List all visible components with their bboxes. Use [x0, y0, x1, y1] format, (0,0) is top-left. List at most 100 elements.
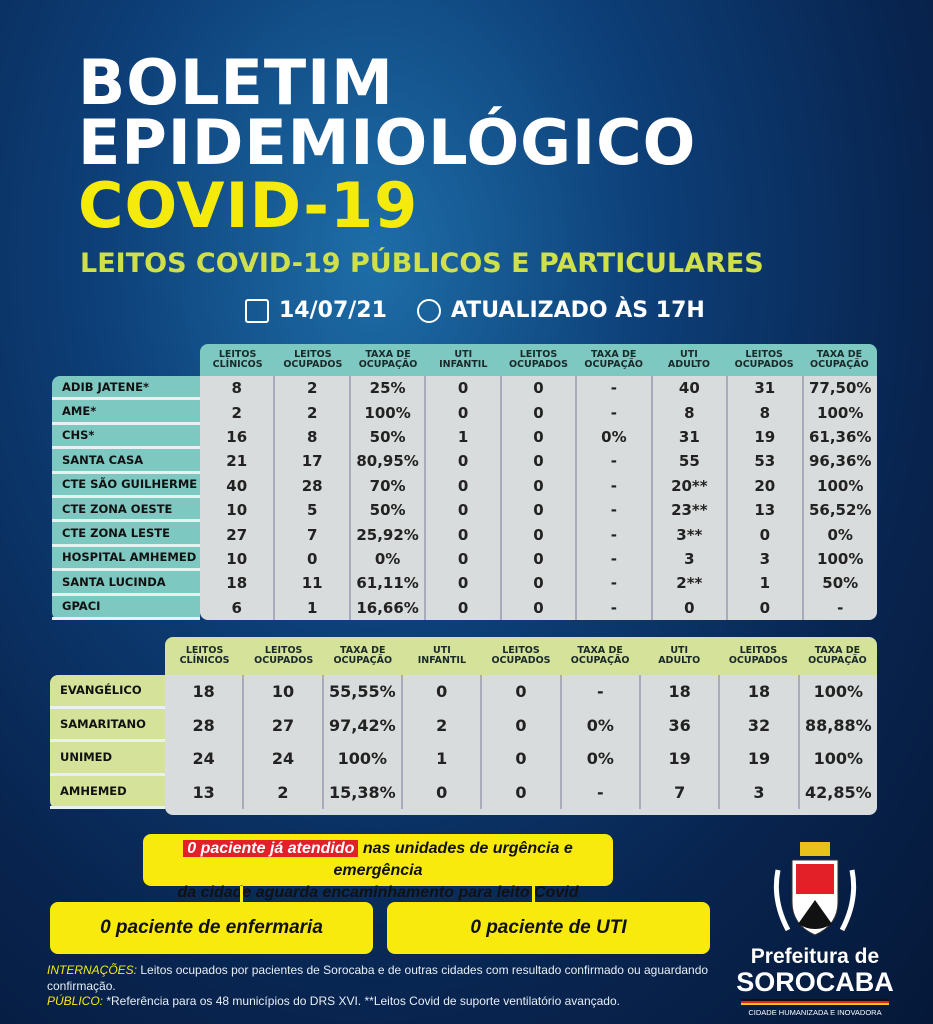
- table-cell: -: [837, 598, 844, 617]
- table-cell: 100%: [324, 742, 403, 776]
- table-cell: 0: [426, 473, 502, 498]
- table-cell: 0: [502, 522, 578, 547]
- table-cell: 18: [165, 675, 245, 709]
- column-header: LEITOS OCUPADOS: [734, 349, 794, 370]
- table-cell: 8: [653, 400, 729, 425]
- row-label: AME*: [52, 400, 200, 425]
- column-header: UTI INFANTIL: [417, 645, 467, 666]
- table-cell: -: [562, 675, 641, 709]
- column-header: TAXA DE OCUPAÇÃO: [808, 645, 867, 666]
- sorocaba-logo: Prefeitura de SOROCABA CIDADE HUMANIZADA…: [735, 840, 895, 1017]
- table-cell: 2: [244, 775, 324, 809]
- table-cell: 2: [403, 708, 483, 742]
- public-table-labels: ADIB JATENE* AME* CHS* SANTA CASA CTE SÃO GU…: [52, 376, 200, 620]
- ward-patients-box: 0 paciente de enfermaria: [50, 902, 373, 954]
- table-cell: 2: [275, 400, 351, 425]
- table-cell: 0: [482, 675, 562, 709]
- table-cell: 15,38%: [324, 775, 403, 809]
- row-label: ADIB JATENE*: [52, 376, 200, 401]
- table-cell: 11: [275, 571, 351, 596]
- table-cell: 0: [426, 376, 502, 401]
- table-cell: 19: [641, 742, 721, 776]
- table-cell: 0: [482, 742, 562, 776]
- row-label: SANTA LUCINDA: [52, 571, 200, 596]
- table-row: 6 1 16,66% 0 0-0 0-: [200, 595, 877, 620]
- table-cell: 21: [200, 449, 276, 474]
- table-cell: 27: [200, 522, 276, 547]
- table-cell: 50%: [822, 574, 859, 593]
- table-cell: 20: [728, 473, 804, 498]
- table-cell: 100%: [351, 400, 427, 425]
- table-cell: 2**: [653, 571, 729, 596]
- column-header: LEITOS CLÍNICOS: [179, 645, 230, 666]
- table-cell: 0: [426, 449, 502, 474]
- table-cell: 8: [200, 376, 276, 401]
- table-cell: 0: [502, 497, 578, 523]
- table-cell: -: [577, 497, 653, 523]
- table-cell: 1: [728, 571, 804, 596]
- table-cell: 0: [502, 546, 578, 572]
- table-cell: 3**: [653, 522, 729, 547]
- table-cell: 0%: [562, 708, 641, 742]
- table-cell: 31: [728, 376, 804, 401]
- table-cell: 8: [728, 400, 804, 425]
- flag-stripe: [741, 999, 889, 1005]
- table-cell: 80,95%: [351, 449, 427, 474]
- table-cell: 0%: [827, 525, 853, 544]
- table-cell: 27: [244, 708, 324, 742]
- column-header: LEITOS OCUPADOS: [728, 645, 788, 666]
- column-header: LEITOS OCUPADOS: [283, 349, 343, 370]
- table-cell: -: [577, 571, 653, 596]
- table-cell: 0%: [577, 424, 653, 450]
- table-cell: 7: [275, 522, 351, 547]
- table-cell: 0: [482, 775, 562, 809]
- table-cell: 13: [165, 775, 245, 809]
- table-row: 18 10 55,55% 0 0-18 18 100%: [165, 675, 877, 709]
- table-cell: 50%: [351, 497, 427, 523]
- table-cell: -: [577, 400, 653, 425]
- table-cell: 8: [275, 424, 351, 450]
- table-cell: 1: [275, 595, 351, 620]
- row-label: CTE SÃO GUILHERME: [52, 474, 200, 498]
- title-line-2: EPIDEMIOLÓGICO: [78, 106, 697, 179]
- table-cell: 3: [720, 775, 800, 809]
- table-row: 24 24 100% 1 0 0% 19 19 100%: [165, 742, 877, 776]
- table-row: 18 11 61,11% 0 0-2** 1 50%: [200, 571, 877, 596]
- table-cell: 61,11%: [351, 571, 427, 596]
- table-cell: 61,36%: [808, 427, 872, 446]
- logo-line2: SOROCABA: [736, 967, 894, 997]
- column-header: LEITOS OCUPADOS: [508, 349, 568, 370]
- title-covid: COVID-19: [78, 169, 419, 242]
- note-text-internacoes: Leitos ocupados por pacientes de Sorocab…: [47, 963, 709, 993]
- table-cell: 0: [403, 675, 483, 709]
- column-header: TAXA DE OCUPAÇÃO: [358, 349, 418, 370]
- table-cell: 100%: [817, 476, 864, 495]
- table-cell: 53: [728, 449, 804, 474]
- table-cell: -: [562, 775, 641, 809]
- note-label-publico: PÚBLICO:: [47, 994, 104, 1009]
- table-cell: -: [577, 595, 653, 620]
- column-header: TAXA DE OCUPAÇÃO: [570, 645, 630, 666]
- column-header: UTI INFANTIL: [439, 349, 488, 370]
- table-cell: 0: [653, 595, 729, 620]
- row-label: UNIMED: [50, 742, 165, 776]
- row-label: CTE ZONA LESTE: [52, 522, 200, 547]
- table-cell: 1: [403, 742, 483, 776]
- public-table-body: 8 2 25% 0 0-40 31 77,50% 2 2 100% 0 0-8 8 100% 16 8 50% 1…: [200, 376, 877, 620]
- table-cell: -: [577, 522, 653, 547]
- table-cell: 56,52%: [808, 501, 872, 520]
- column-header: LEITOS OCUPADOS: [254, 645, 314, 666]
- table-cell: 96,36%: [808, 452, 872, 471]
- table-cell: 10: [244, 675, 324, 709]
- table-row: 13 2 15,38% 0 0-7 3 42,85%: [165, 775, 877, 809]
- logo-tagline: CIDADE HUMANIZADA E INOVADORA: [748, 1008, 882, 1017]
- column-header: LEITOS CLÍNICOS: [212, 349, 263, 370]
- table-cell: 88,88%: [804, 715, 872, 735]
- note-text-publico: *Referência para os 48 municípios do DRS…: [103, 994, 620, 1009]
- row-label: SANTA CASA: [52, 449, 200, 474]
- table-cell: 25,92%: [351, 522, 427, 547]
- row-label: EVANGÉLICO: [50, 675, 165, 709]
- column-header: UTI ADULTO: [667, 349, 710, 370]
- footnotes: INTERNAÇÕES: Leitos ocupados por pacient…: [47, 963, 727, 1010]
- table-cell: 23**: [653, 497, 729, 523]
